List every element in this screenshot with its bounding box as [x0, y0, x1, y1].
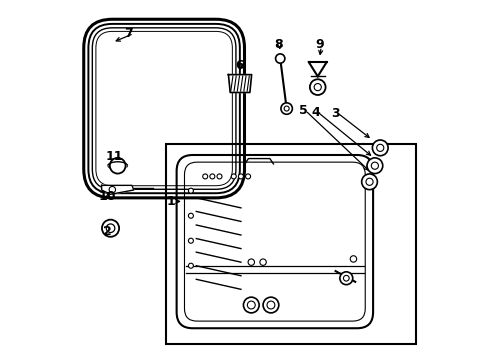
- Circle shape: [309, 79, 325, 95]
- Text: 11: 11: [105, 150, 122, 163]
- Circle shape: [243, 297, 259, 313]
- Text: 5: 5: [299, 104, 307, 117]
- Circle shape: [188, 238, 193, 243]
- Circle shape: [263, 297, 278, 313]
- Circle shape: [259, 259, 266, 265]
- Circle shape: [349, 256, 356, 262]
- Circle shape: [376, 144, 383, 152]
- Circle shape: [339, 272, 352, 285]
- Circle shape: [231, 174, 236, 179]
- Text: 10: 10: [98, 190, 116, 203]
- Circle shape: [266, 301, 274, 309]
- Circle shape: [372, 140, 387, 156]
- Circle shape: [106, 224, 115, 233]
- Circle shape: [275, 54, 285, 63]
- Circle shape: [188, 188, 193, 193]
- Circle shape: [109, 186, 115, 193]
- Circle shape: [209, 174, 214, 179]
- Circle shape: [247, 259, 254, 265]
- Text: 7: 7: [124, 27, 133, 40]
- Bar: [165, 144, 415, 344]
- Circle shape: [313, 84, 321, 91]
- Circle shape: [366, 158, 382, 174]
- Polygon shape: [102, 185, 134, 194]
- Circle shape: [281, 103, 292, 114]
- Text: 6: 6: [234, 59, 243, 72]
- Circle shape: [245, 174, 250, 179]
- Text: 8: 8: [274, 38, 282, 51]
- Circle shape: [188, 213, 193, 218]
- Text: 9: 9: [315, 38, 323, 51]
- Circle shape: [188, 263, 193, 268]
- Circle shape: [361, 174, 377, 190]
- FancyBboxPatch shape: [176, 155, 372, 328]
- Circle shape: [365, 178, 372, 185]
- Text: 4: 4: [311, 105, 320, 119]
- Text: 1: 1: [166, 195, 175, 208]
- Circle shape: [284, 106, 288, 111]
- Polygon shape: [228, 75, 251, 93]
- Circle shape: [238, 174, 243, 179]
- Circle shape: [217, 174, 222, 179]
- Circle shape: [203, 174, 207, 179]
- Circle shape: [102, 220, 119, 237]
- Circle shape: [247, 301, 255, 309]
- Text: 2: 2: [102, 225, 111, 238]
- Circle shape: [370, 162, 378, 169]
- Text: 3: 3: [330, 107, 339, 120]
- Circle shape: [343, 275, 348, 281]
- Circle shape: [110, 158, 125, 174]
